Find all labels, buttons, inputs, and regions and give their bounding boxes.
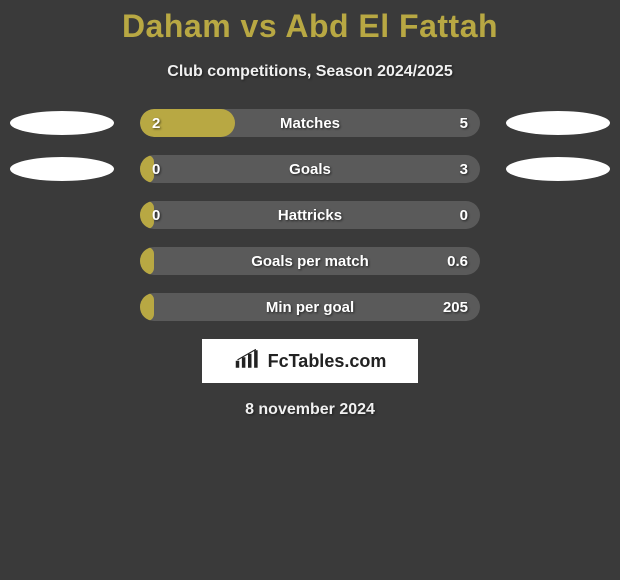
stat-right-value: 205 [443, 293, 468, 321]
stat-left-value: 2 [152, 109, 160, 137]
stat-right-value: 0.6 [447, 247, 468, 275]
oval-placeholder [10, 203, 114, 227]
stat-row: 0 3Goals [0, 155, 620, 183]
stat-bar: 205Min per goal [140, 293, 480, 321]
stat-bar: 0.6Goals per match [140, 247, 480, 275]
stat-label: Goals per match [140, 247, 480, 275]
stat-label: Min per goal [140, 293, 480, 321]
player-right-oval [506, 111, 610, 135]
footer-date: 8 november 2024 [0, 401, 620, 419]
comparison-chart: 25Matches03Goals00Hattricks0.6Goals per … [0, 109, 620, 321]
stat-label: Goals [140, 155, 480, 183]
stat-right-value: 3 [460, 155, 468, 183]
stat-bar: 25Matches [140, 109, 480, 137]
subtitle: Club competitions, Season 2024/2025 [0, 63, 620, 81]
player-left-oval [10, 111, 114, 135]
page-title: Daham vs Abd El Fattah [0, 0, 620, 45]
stat-left-value: 0 [152, 155, 160, 183]
logo-text: FcTables.com [268, 351, 387, 372]
stat-bar-fill [140, 293, 154, 321]
chart-icon [234, 348, 262, 375]
player-left-oval [10, 157, 114, 181]
stat-right-value: 0 [460, 201, 468, 229]
stat-bar: 0 0Hattricks [140, 201, 480, 229]
oval-placeholder [506, 203, 610, 227]
stat-right-value: 5 [460, 109, 468, 137]
stat-left-value: 0 [152, 201, 160, 229]
player-right-oval [506, 157, 610, 181]
oval-placeholder [506, 249, 610, 273]
oval-placeholder [10, 295, 114, 319]
oval-placeholder [506, 295, 610, 319]
stat-row: 0 0Hattricks [0, 201, 620, 229]
stat-label: Hattricks [140, 201, 480, 229]
stat-row: 25Matches [0, 109, 620, 137]
stat-bar: 0 3Goals [140, 155, 480, 183]
fctables-logo[interactable]: FcTables.com [202, 339, 418, 383]
stat-bar-fill [140, 247, 154, 275]
oval-placeholder [10, 249, 114, 273]
stat-row: 0.6Goals per match [0, 247, 620, 275]
stat-row: 205Min per goal [0, 293, 620, 321]
